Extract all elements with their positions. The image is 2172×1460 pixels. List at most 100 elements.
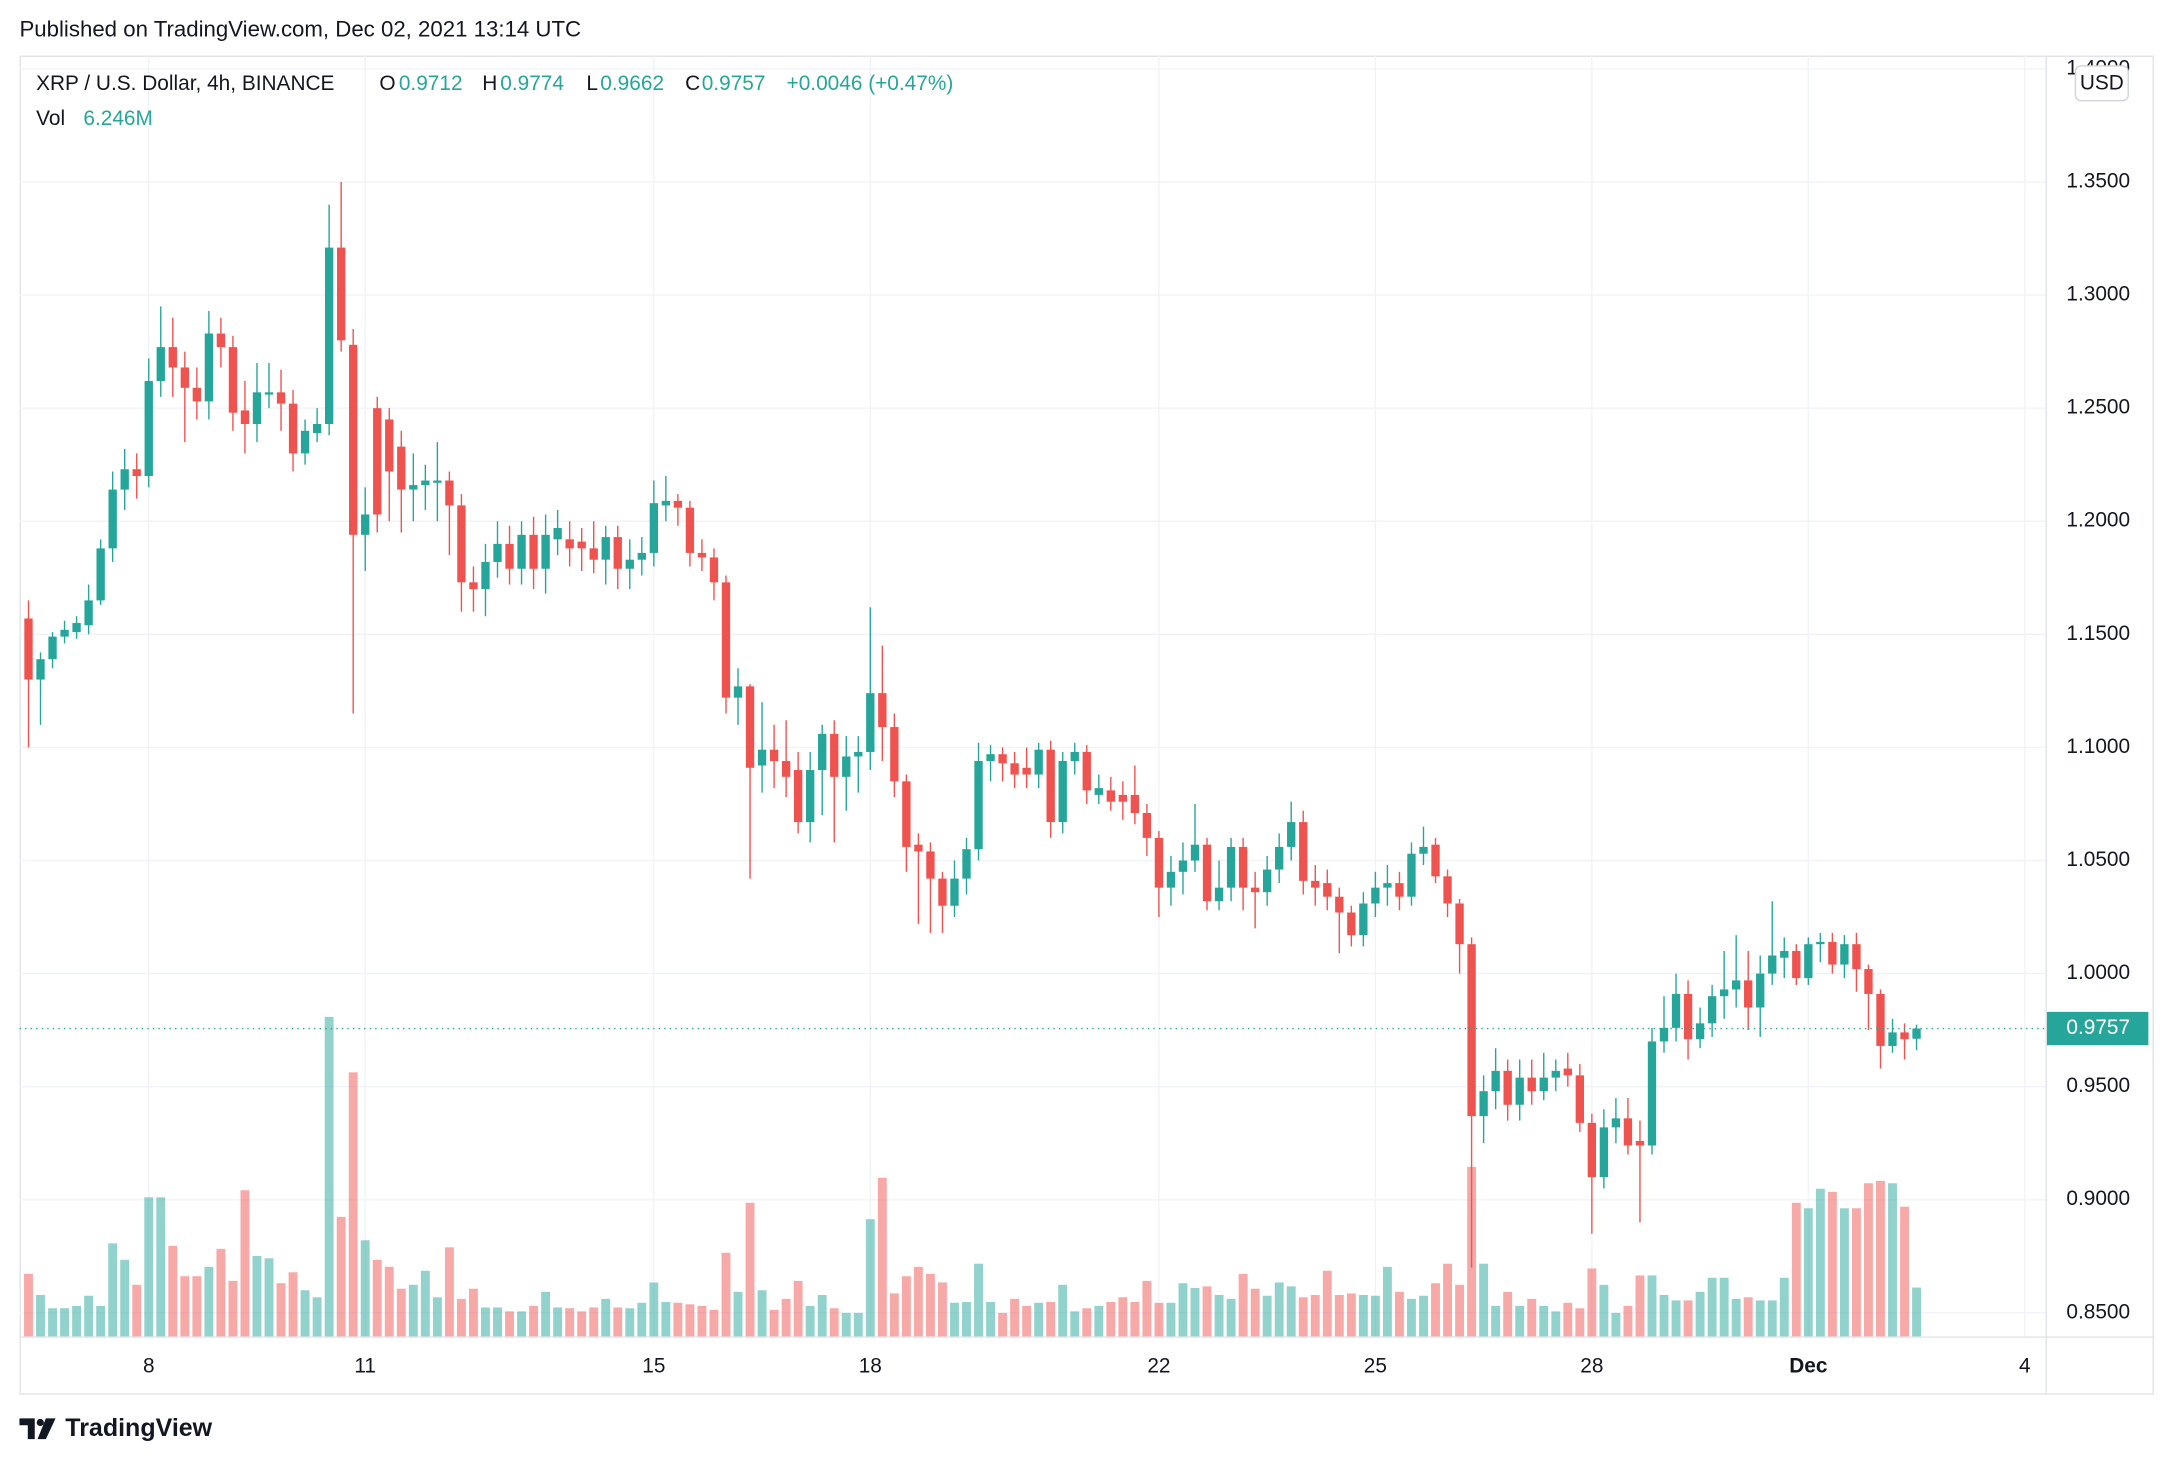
candle-body bbox=[24, 618, 33, 680]
volume-bar bbox=[240, 1190, 250, 1337]
volume-bar bbox=[541, 1291, 551, 1337]
candle-body bbox=[1359, 903, 1368, 936]
volume-bar bbox=[1094, 1305, 1104, 1337]
volume-label: Vol bbox=[36, 107, 65, 130]
volume-bar bbox=[529, 1305, 539, 1337]
y-tick-label: 0.8500 bbox=[2066, 1300, 2130, 1323]
candle-body bbox=[1563, 1068, 1572, 1076]
volume-bar bbox=[649, 1282, 659, 1337]
candle-body bbox=[673, 500, 683, 508]
volume-bar bbox=[396, 1288, 406, 1337]
volume-bar bbox=[517, 1311, 526, 1337]
volume-bar bbox=[553, 1307, 563, 1337]
volume-bar bbox=[180, 1276, 190, 1337]
volume-bar bbox=[36, 1294, 45, 1337]
volume-bar bbox=[1671, 1300, 1681, 1337]
candle-body bbox=[1780, 950, 1789, 958]
y-tick-label: 1.0000 bbox=[2066, 961, 2130, 984]
ohlc-label: C bbox=[685, 72, 700, 95]
currency-label[interactable]: USD bbox=[2080, 72, 2124, 95]
candle-body bbox=[1864, 969, 1873, 994]
volume-bar bbox=[938, 1282, 947, 1337]
volume-bar bbox=[444, 1247, 454, 1337]
candle-body bbox=[1659, 1027, 1669, 1042]
volume-bar bbox=[1719, 1277, 1729, 1337]
candle-body bbox=[1840, 944, 1849, 965]
candle-body bbox=[649, 503, 659, 553]
volume-bar bbox=[1779, 1277, 1789, 1337]
candle-body bbox=[601, 537, 610, 560]
candle-body bbox=[1491, 1070, 1500, 1092]
candle-body bbox=[1082, 751, 1091, 791]
y-tick-label: 0.9000 bbox=[2066, 1187, 2130, 1210]
candle-body bbox=[1070, 751, 1079, 761]
candle-body bbox=[1178, 860, 1188, 872]
volume-bar bbox=[1539, 1305, 1549, 1337]
candle-body bbox=[1154, 837, 1164, 888]
candle-body bbox=[1046, 749, 1055, 823]
volume-bar bbox=[1803, 1208, 1813, 1337]
volume-bar bbox=[1358, 1294, 1368, 1337]
volume-bar bbox=[1815, 1188, 1825, 1337]
candle-body bbox=[1094, 788, 1103, 795]
volume-bar bbox=[1876, 1180, 1885, 1337]
candles bbox=[19, 181, 2046, 1268]
volume-bar bbox=[853, 1312, 863, 1337]
candle-body bbox=[264, 392, 274, 395]
candle-body bbox=[457, 505, 466, 583]
x-tick-label: Dec bbox=[1789, 1354, 1827, 1377]
volume-bar bbox=[60, 1308, 70, 1337]
volume-bar bbox=[228, 1280, 238, 1337]
volume-bar bbox=[108, 1243, 118, 1337]
candle-body bbox=[1816, 941, 1825, 945]
volume-bar bbox=[769, 1309, 779, 1337]
volume-bar bbox=[481, 1307, 490, 1337]
volume-bar bbox=[913, 1266, 923, 1337]
volume-bar bbox=[336, 1216, 346, 1337]
candle-body bbox=[1311, 880, 1320, 888]
candle-body bbox=[1731, 980, 1741, 990]
candle-body bbox=[312, 423, 322, 434]
volume-bar bbox=[1382, 1266, 1392, 1337]
candle-body bbox=[192, 387, 202, 402]
y-tick-label: 1.2500 bbox=[2066, 396, 2130, 419]
volume-bar bbox=[1611, 1312, 1621, 1337]
ohlc-value: 0.9774 bbox=[500, 72, 564, 95]
candle-body bbox=[252, 392, 262, 424]
volume-value: 6.246M bbox=[83, 107, 152, 130]
volume-bar bbox=[1431, 1283, 1440, 1337]
volume-bar bbox=[408, 1284, 418, 1337]
volume-bar bbox=[962, 1301, 971, 1337]
volume-bar bbox=[1082, 1308, 1092, 1337]
candle-body bbox=[1467, 944, 1476, 1117]
volume-bar bbox=[565, 1308, 575, 1337]
volume-bar bbox=[1455, 1284, 1465, 1337]
candle-body bbox=[1347, 912, 1356, 936]
candle-body bbox=[493, 543, 502, 562]
candle-body bbox=[998, 754, 1007, 764]
candle-body bbox=[1058, 760, 1067, 823]
candle-body bbox=[385, 419, 394, 472]
candle-body bbox=[1010, 763, 1019, 775]
volume-bar bbox=[925, 1273, 935, 1337]
ohlc-label: L bbox=[586, 72, 598, 95]
change-value: +0.0046 (+0.47%) bbox=[787, 72, 954, 95]
candle-body bbox=[781, 760, 791, 777]
volume-bar bbox=[877, 1177, 887, 1337]
candle-body bbox=[709, 557, 719, 583]
candle-body bbox=[1768, 955, 1777, 974]
volume-bar bbox=[1527, 1298, 1537, 1337]
candle-body bbox=[120, 469, 129, 490]
volume-bar bbox=[637, 1302, 647, 1337]
volume-bar bbox=[168, 1245, 178, 1337]
candle-body bbox=[1323, 883, 1332, 897]
candle-body bbox=[1395, 883, 1404, 897]
candle-body bbox=[300, 430, 310, 454]
currency-button[interactable] bbox=[2074, 65, 2129, 102]
candle-body bbox=[1371, 887, 1380, 904]
volume-bar bbox=[1443, 1263, 1452, 1337]
candle-body bbox=[914, 844, 923, 852]
candle-body bbox=[962, 849, 971, 879]
last-price-label: 0.9757 bbox=[2066, 1016, 2130, 1039]
volume-bar bbox=[1118, 1297, 1128, 1337]
